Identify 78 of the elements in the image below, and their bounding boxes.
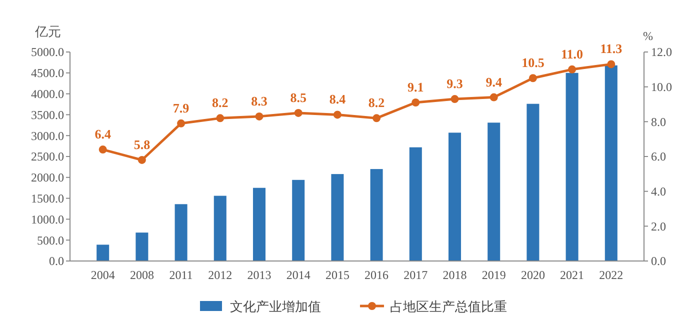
x-tick-label: 2011 [169,268,193,282]
x-tick-label: 2019 [482,268,506,282]
data-label: 8.4 [329,92,346,107]
y-tick-label: 500.0 [37,233,64,248]
y-tick-label: 1500.0 [31,192,64,206]
data-label: 8.2 [368,95,385,110]
bar [252,188,266,261]
bar [604,65,618,261]
data-label: 6.4 [94,126,112,142]
data-label: 10.5 [522,55,545,70]
x-tick-label: 2008 [130,268,154,282]
point [607,60,616,68]
data-label: 9.4 [486,74,502,90]
y2-tick-label: 2.0 [651,219,666,234]
y-tick-label: 2500.0 [31,150,64,164]
legend-label: 占地区生产总值比重 [390,298,507,314]
bar [174,204,188,261]
point [412,98,420,107]
point [177,119,186,128]
point [568,65,576,74]
data-label: 7.9 [172,100,190,116]
x-tick-label: 2020 [520,268,545,282]
x-tick-label: 2017 [404,268,428,282]
bar [409,147,422,261]
bar [566,72,578,261]
x-tick-label: 2016 [364,268,389,282]
y-tick-label: 3000.0 [31,128,64,143]
point [490,93,498,102]
x-tick-label: 2013 [247,268,272,282]
bar [370,169,383,261]
y2-tick-label: 10.0 [651,80,672,94]
data-label: 5.8 [134,136,151,152]
bar [136,232,148,261]
y2-axis-title: % [643,29,653,43]
y2-tick-label: 0.0 [651,254,666,268]
point [333,110,342,119]
data-label: 8.2 [212,95,228,110]
point [450,95,459,104]
bar [331,174,344,261]
x-tick-label: 2015 [325,268,350,282]
bar [214,196,226,261]
data-label: 11.0 [561,46,584,62]
y-tick-label: 3500.0 [31,108,64,122]
y2-tick-label: 8.0 [651,114,666,129]
y-tick-label: 4000.0 [31,87,64,101]
y-axis-title: 亿元 [34,24,61,39]
bar [292,180,305,261]
x-tick-label: 2018 [442,268,467,282]
point [98,146,107,154]
x-tick-label: 2004 [90,268,115,282]
y2-tick-label: 4.0 [651,184,666,199]
point [294,108,302,117]
x-tick-label: 2014 [286,268,310,282]
y-tick-label: 5000.0 [31,45,64,60]
data-label: 8.3 [251,93,268,108]
point [372,114,381,122]
point [528,74,537,82]
data-label: 8.5 [290,90,307,105]
data-label: 11.3 [600,41,623,56]
y-tick-label: 1000.0 [31,212,64,226]
data-label: 9.3 [446,76,464,92]
x-tick-label: 2022 [599,268,624,282]
point [138,156,146,164]
y2-tick-label: 12.0 [651,45,672,60]
bar [96,244,110,261]
point [216,114,224,122]
bar [526,104,540,261]
y2-tick-label: 6.0 [651,150,666,164]
y-tick-label: 0.0 [49,254,64,268]
legend-label: 文化产业增加值 [230,298,321,314]
bar [488,122,500,261]
y-tick-label: 2000.0 [31,170,64,185]
bar [448,132,462,261]
data-label: 9.1 [408,80,424,95]
x-tick-label: 2012 [208,268,232,282]
y-tick-label: 4500.0 [31,66,64,80]
x-tick-label: 2021 [560,268,584,282]
point [255,112,264,120]
